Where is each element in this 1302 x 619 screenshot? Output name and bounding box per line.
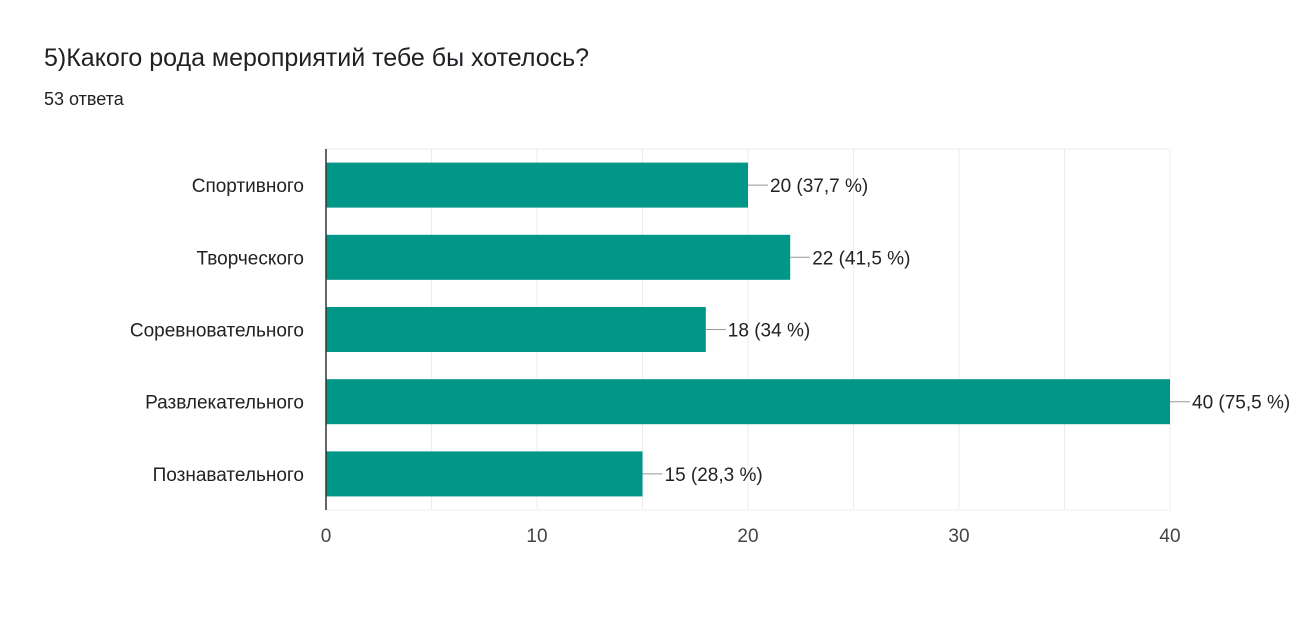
bar xyxy=(326,451,643,497)
x-tick-label: 10 xyxy=(526,526,547,547)
category-label: Спортивного xyxy=(192,176,304,197)
value-label: 20 (37,7 %) xyxy=(770,176,868,197)
value-labels: 20 (37,7 %) 22 (41,5 %) 18 (34 %) 40 (75,5 … xyxy=(665,176,1291,486)
value-label: 18 (34 %) xyxy=(728,321,810,342)
value-connectors xyxy=(642,184,1190,475)
x-tick-labels: 0 10 20 30 40 xyxy=(321,526,1181,547)
value-label: 22 (41,5 %) xyxy=(812,248,910,269)
value-label: 15 (28,3 %) xyxy=(665,465,763,486)
x-tick-label: 0 xyxy=(321,526,332,547)
response-count: 53 ответа xyxy=(44,89,124,109)
question-title: 5)Какого рода мероприятий тебе бы хотело… xyxy=(44,44,590,72)
category-labels: Спортивного Творческого Соревновательного Р… xyxy=(130,176,304,486)
bar xyxy=(326,162,748,208)
x-tick-label: 30 xyxy=(948,526,969,547)
bar xyxy=(326,307,706,352)
bar xyxy=(326,234,791,280)
x-tick-label: 40 xyxy=(1159,526,1180,547)
value-label: 40 (75,5 %) xyxy=(1192,393,1290,414)
category-label: Развлекательного xyxy=(145,393,304,414)
category-label: Познавательного xyxy=(153,465,304,486)
category-label: Соревновательного xyxy=(130,321,304,342)
x-tick-label: 20 xyxy=(737,526,758,547)
category-label: Творческого xyxy=(196,248,304,269)
bar xyxy=(326,379,1170,425)
bars xyxy=(326,162,1170,497)
